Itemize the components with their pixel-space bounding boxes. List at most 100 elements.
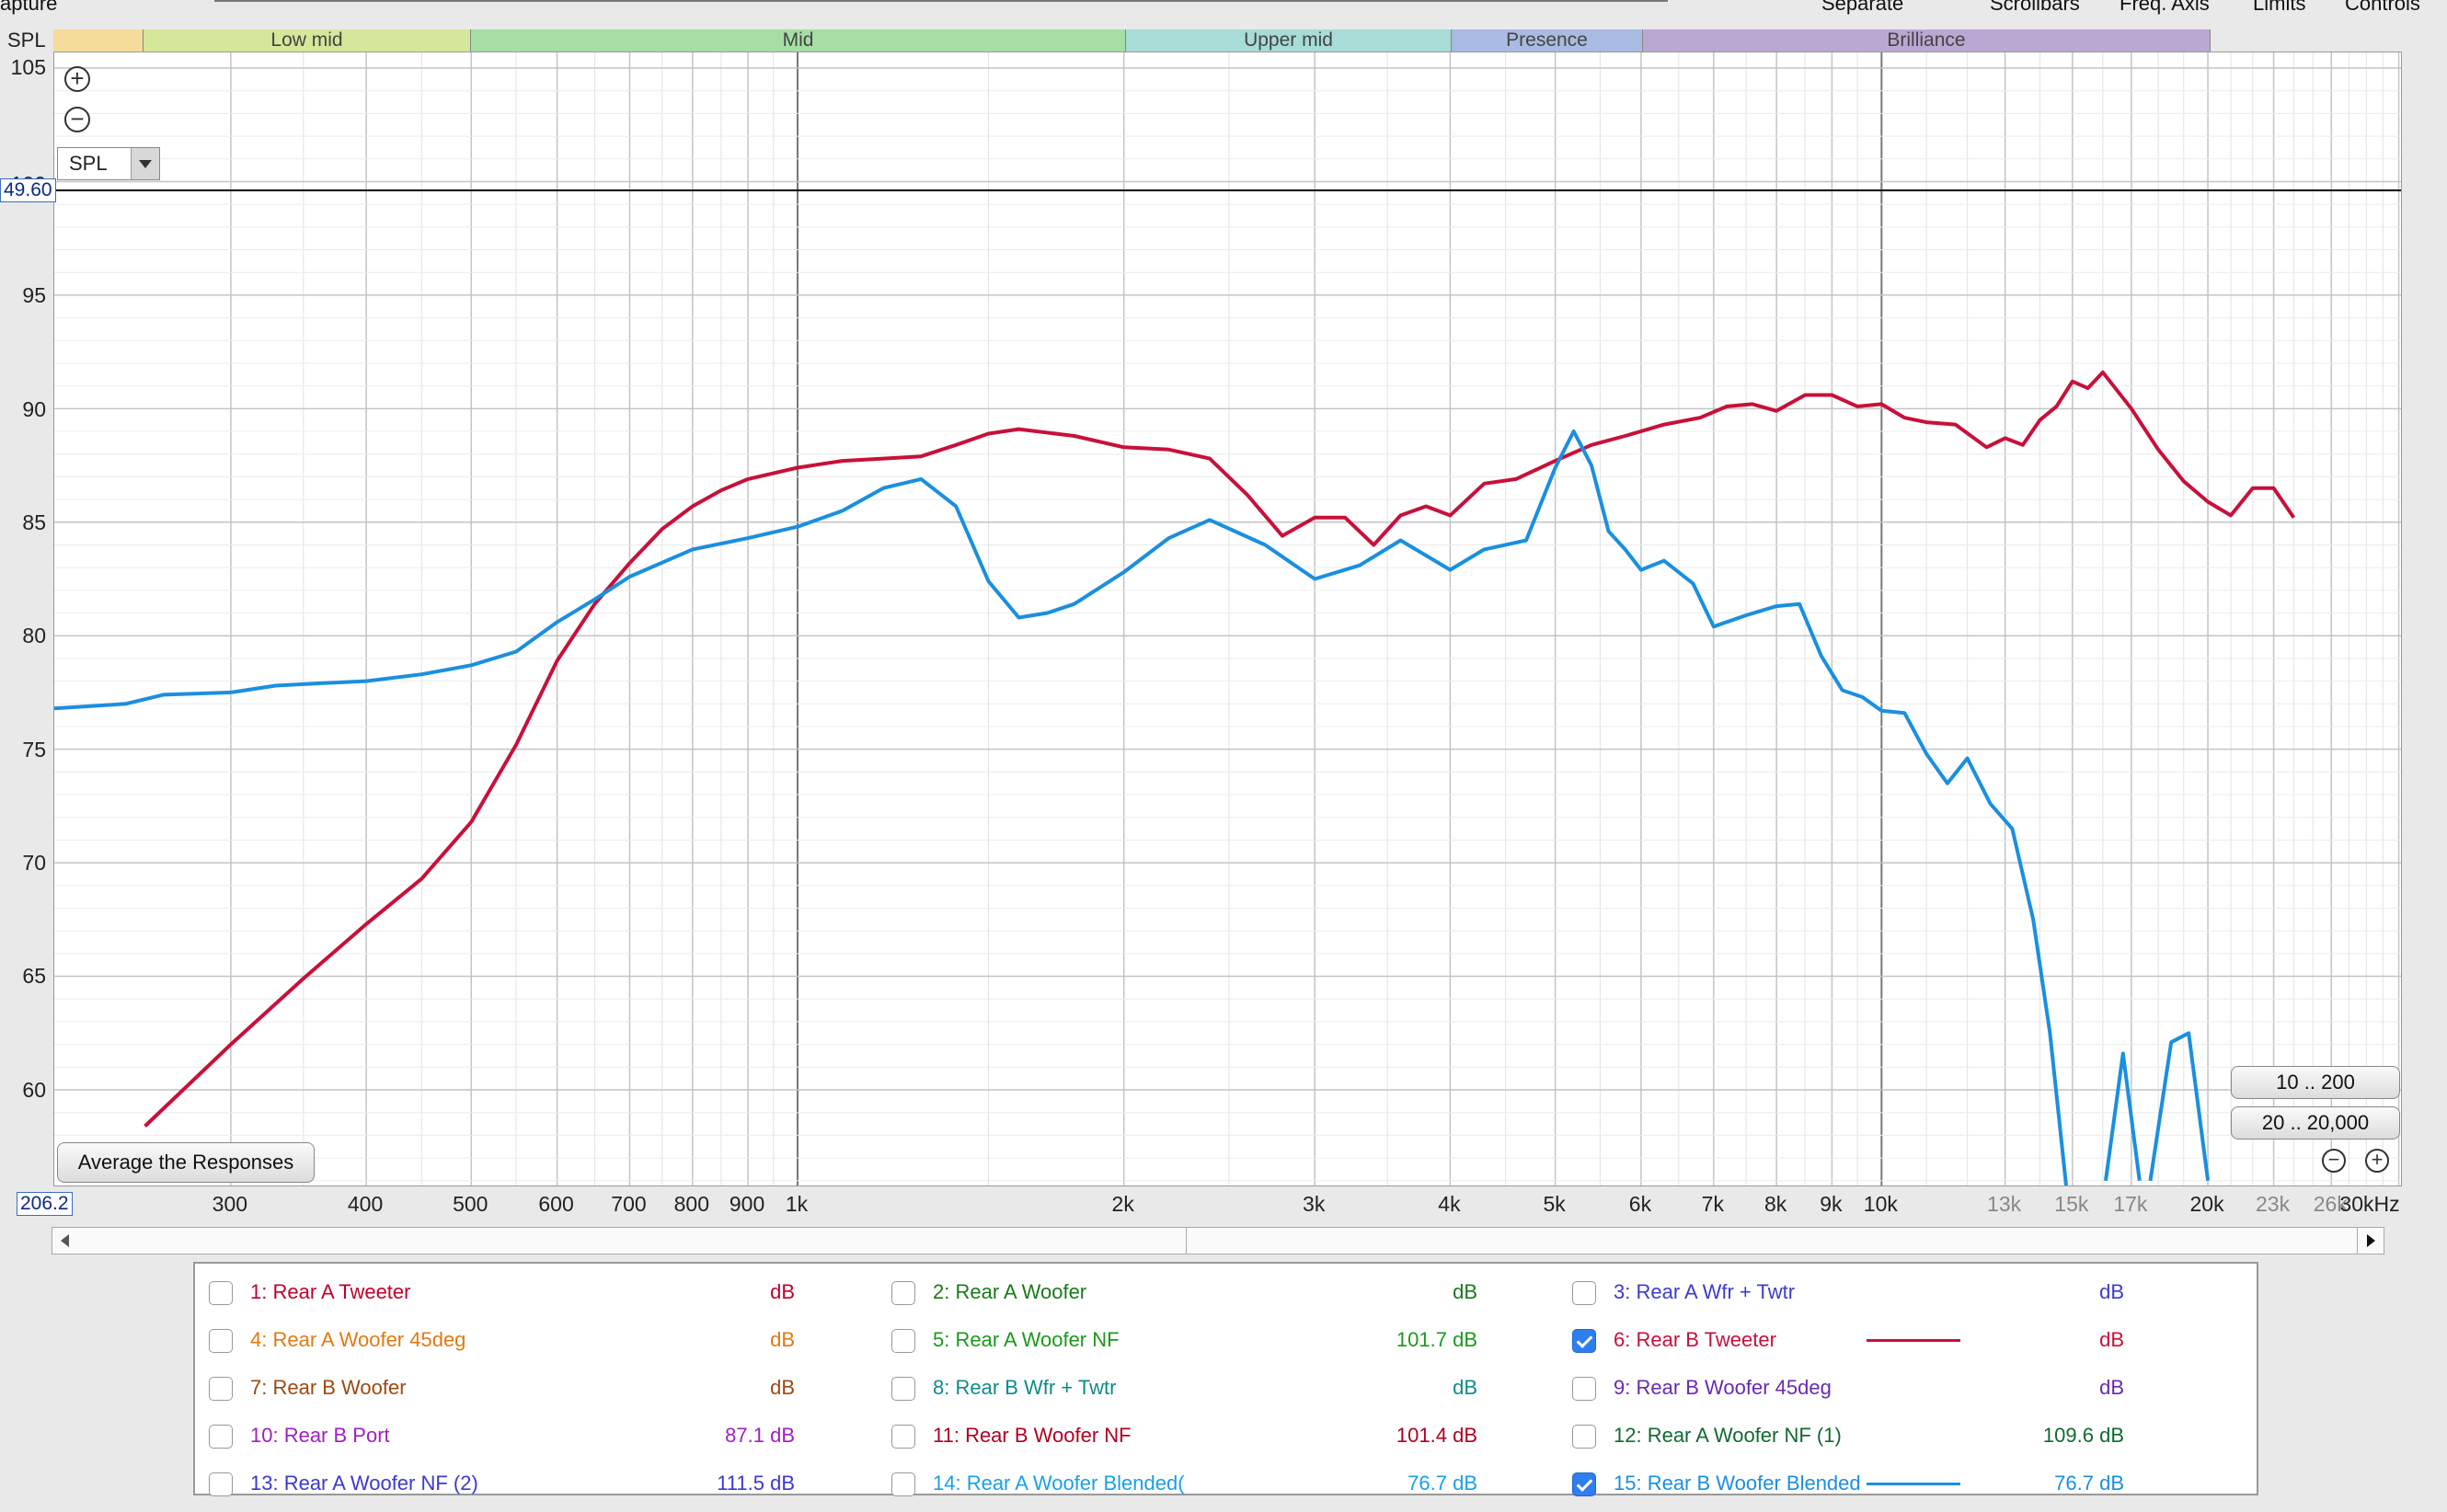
y-tick-80: 80 bbox=[22, 624, 46, 647]
legend-item-6[interactable]: 6: Rear B Tweeter dB bbox=[1572, 1322, 2216, 1358]
zoom-out-icon[interactable]: − bbox=[64, 107, 90, 132]
legend-checkbox-1[interactable] bbox=[209, 1281, 233, 1305]
legend-item-14[interactable]: 14: Rear A Woofer Blended( 76.7 dB bbox=[891, 1465, 1535, 1502]
x-tick-1k: 1k bbox=[785, 1192, 809, 1216]
band-upper-mid: Upper mid bbox=[1126, 29, 1452, 52]
band-mid: Mid bbox=[471, 29, 1126, 52]
frequency-response-chart[interactable] bbox=[54, 52, 2401, 1186]
y-tick-70: 70 bbox=[22, 851, 46, 875]
legend-checkbox-4[interactable] bbox=[209, 1329, 233, 1353]
y-tick-85: 85 bbox=[22, 510, 46, 534]
x-tick-900: 900 bbox=[729, 1192, 765, 1216]
zoom-in-icon[interactable]: + bbox=[64, 66, 90, 92]
legend-value-12: 109.6 dB bbox=[2042, 1424, 2124, 1447]
zoom-in-x-icon[interactable]: + bbox=[2365, 1149, 2389, 1173]
x-tick-23k: 23k bbox=[2256, 1192, 2291, 1216]
y-tick-105: 105 bbox=[10, 55, 46, 79]
legend-item-12[interactable]: 12: Rear A Woofer NF (1) 109.6 dB bbox=[1572, 1417, 2216, 1454]
zoom-out-x-icon[interactable]: − bbox=[2322, 1149, 2346, 1173]
legend-checkbox-10[interactable] bbox=[209, 1425, 233, 1449]
legend-item-8[interactable]: 8: Rear B Wfr + Twtr dB bbox=[891, 1369, 1535, 1406]
legend-checkbox-13[interactable] bbox=[209, 1472, 233, 1496]
spl-axis-title: SPL bbox=[7, 29, 46, 52]
legend-label-7: 7: Rear B Woofer bbox=[250, 1376, 407, 1399]
y-cursor-value[interactable]: 49.60 bbox=[0, 178, 56, 202]
x-tick-7k: 7k bbox=[1701, 1192, 1724, 1216]
legend-item-2[interactable]: 2: Rear A Woofer dB bbox=[891, 1274, 1535, 1311]
legend-checkbox-5[interactable] bbox=[891, 1329, 915, 1353]
legend-checkbox-8[interactable] bbox=[891, 1377, 915, 1401]
legend-checkbox-12[interactable] bbox=[1572, 1425, 1596, 1449]
legend-checkbox-11[interactable] bbox=[891, 1425, 915, 1449]
y-tick-100-partial: 100 bbox=[0, 172, 46, 181]
separate-menu-label[interactable]: Separate bbox=[1821, 0, 1904, 15]
legend-checkbox-14[interactable] bbox=[891, 1472, 915, 1496]
y-tick-90: 90 bbox=[22, 397, 46, 421]
scroll-left-arrow[interactable] bbox=[52, 1228, 78, 1254]
legend-item-7[interactable]: 7: Rear B Woofer dB bbox=[209, 1369, 853, 1406]
legend-value-5: 101.7 dB bbox=[1396, 1328, 1477, 1351]
x-tick-8k: 8k bbox=[1763, 1192, 1787, 1216]
legend-item-3[interactable]: 3: Rear A Wfr + Twtr dB bbox=[1572, 1274, 2216, 1311]
range-20-20000-button[interactable]: 20 .. 20,000 bbox=[2231, 1106, 2400, 1140]
controls-menu-label[interactable]: Controls bbox=[2345, 0, 2420, 15]
legend-item-1[interactable]: 1: Rear A Tweeter dB bbox=[209, 1274, 853, 1311]
series-line-0 bbox=[144, 370, 2296, 1128]
legend-value-14: 76.7 dB bbox=[1407, 1472, 1477, 1495]
legend-checkbox-9[interactable] bbox=[1572, 1377, 1596, 1401]
plot-area[interactable] bbox=[53, 52, 2402, 1186]
legend-item-15[interactable]: 15: Rear B Woofer Blended 76.7 dB bbox=[1572, 1465, 2216, 1502]
x-tick-400: 400 bbox=[347, 1192, 384, 1216]
limits-menu-label[interactable]: Limits bbox=[2253, 0, 2306, 15]
frequency-band-strip: Low mid Mid Upper mid Presence Brillianc… bbox=[53, 29, 2211, 52]
legend-checkbox-6[interactable] bbox=[1572, 1329, 1596, 1353]
legend-label-1: 1: Rear A Tweeter bbox=[250, 1280, 411, 1303]
legend-item-13[interactable]: 13: Rear A Woofer NF (2) 111.5 dB bbox=[209, 1465, 853, 1502]
legend-value-10: 87.1 dB bbox=[725, 1424, 795, 1447]
legend-label-11: 11: Rear B Woofer NF bbox=[933, 1424, 1132, 1447]
x-tick-10k: 10k bbox=[1863, 1192, 1898, 1216]
legend-value-2: dB bbox=[1453, 1280, 1477, 1303]
legend-item-5[interactable]: 5: Rear A Woofer NF 101.7 dB bbox=[891, 1322, 1535, 1358]
scroll-thumb[interactable] bbox=[1186, 1228, 1187, 1254]
dropdown-value: SPL bbox=[69, 152, 108, 175]
legend-checkbox-3[interactable] bbox=[1572, 1281, 1596, 1305]
x-tick-2k: 2k bbox=[1111, 1192, 1134, 1216]
legend-value-1: dB bbox=[770, 1280, 795, 1303]
legend-swatch-15 bbox=[1867, 1483, 1960, 1485]
series-line-1 bbox=[54, 430, 2068, 1186]
legend-value-11: 101.4 dB bbox=[1396, 1424, 1477, 1447]
chevron-down-icon bbox=[131, 148, 159, 179]
legend-item-10[interactable]: 10: Rear B Port 87.1 dB bbox=[209, 1417, 853, 1454]
freq-axis-menu-label[interactable]: Freq. Axis bbox=[2120, 0, 2210, 15]
band-brilliance: Brilliance bbox=[1643, 29, 2211, 52]
measurement-type-dropdown[interactable]: SPL bbox=[57, 147, 160, 180]
legend-value-6: dB bbox=[2099, 1328, 2124, 1351]
scrollbars-menu-label[interactable]: Scrollbars bbox=[1990, 0, 2080, 15]
scroll-right-arrow[interactable] bbox=[2357, 1228, 2384, 1254]
legend-label-14: 14: Rear A Woofer Blended( bbox=[933, 1472, 1185, 1495]
x-tick-5k: 5k bbox=[1543, 1192, 1566, 1216]
legend-checkbox-2[interactable] bbox=[891, 1281, 915, 1305]
x-tick-500: 500 bbox=[453, 1192, 488, 1216]
legend-item-9[interactable]: 9: Rear B Woofer 45deg dB bbox=[1572, 1369, 2216, 1406]
horizontal-scrollbar[interactable] bbox=[52, 1227, 2384, 1254]
series-line-3 bbox=[2148, 1031, 2211, 1182]
legend-value-8: dB bbox=[1453, 1376, 1477, 1399]
x-left-value[interactable]: 206.2 bbox=[17, 1192, 73, 1216]
legend-item-4[interactable]: 4: Rear A Woofer 45deg dB bbox=[209, 1322, 853, 1358]
average-responses-button[interactable]: Average the Responses bbox=[57, 1142, 315, 1183]
legend-value-4: dB bbox=[770, 1328, 795, 1351]
legend-label-13: 13: Rear A Woofer NF (2) bbox=[250, 1472, 478, 1495]
band-bass bbox=[53, 29, 144, 52]
x-tick-600: 600 bbox=[538, 1192, 574, 1216]
legend-item-11[interactable]: 11: Rear B Woofer NF 101.4 dB bbox=[891, 1417, 1535, 1454]
x-tick-30kHz: 30kHz bbox=[2339, 1192, 2400, 1216]
range-10-200-button[interactable]: 10 .. 200 bbox=[2231, 1066, 2400, 1099]
legend-label-3: 3: Rear A Wfr + Twtr bbox=[1614, 1280, 1796, 1303]
capture-menu-label[interactable]: apture bbox=[0, 0, 58, 15]
legend-label-8: 8: Rear B Wfr + Twtr bbox=[933, 1376, 1117, 1399]
legend-checkbox-15[interactable] bbox=[1572, 1472, 1596, 1496]
legend-label-15: 15: Rear B Woofer Blended bbox=[1614, 1472, 1861, 1495]
legend-checkbox-7[interactable] bbox=[209, 1377, 233, 1401]
